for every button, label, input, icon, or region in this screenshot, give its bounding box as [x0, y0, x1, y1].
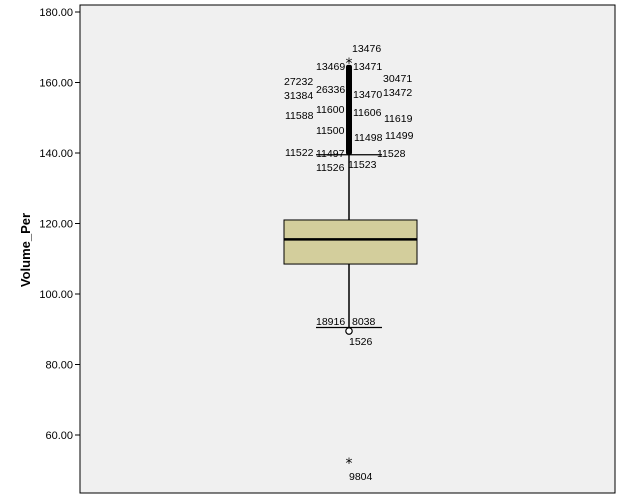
outlier-label: 11588 [285, 110, 314, 122]
y-tick-label: 160.00 [39, 78, 73, 90]
y-axis-label: Volume_Per [18, 213, 33, 287]
outlier-label: 13471 [353, 61, 382, 73]
y-tick-label: 60.00 [45, 430, 73, 442]
outlier-label: 8038 [352, 316, 376, 328]
outlier-label: 11526 [316, 162, 345, 174]
iqr-box [283, 219, 418, 265]
outlier-label: 30471 [383, 73, 412, 85]
outlier-label: 27232 [284, 76, 313, 88]
extreme-outlier-marker: * [346, 456, 353, 472]
outlier-label: 13470 [353, 89, 382, 101]
outlier-label: 11600 [316, 104, 345, 116]
y-axis: 60.00 80.00 100.00 120.00 140.00 160.00 180.00 [39, 7, 80, 442]
outlier-label: 11497 [316, 148, 345, 160]
y-tick-label: 120.00 [39, 219, 73, 231]
y-tick-label: 180.00 [39, 7, 73, 19]
outlier-marker [345, 327, 353, 335]
outlier-label: 26336 [316, 84, 345, 96]
extreme-outlier-marker: * [346, 56, 353, 72]
outlier-label: 1526 [349, 336, 373, 348]
outlier-label: 11499 [385, 130, 414, 142]
outlier-label: 11619 [384, 113, 413, 125]
outlier-label: 11498 [354, 132, 383, 144]
outlier-label: 13476 [352, 43, 381, 55]
outlier-label: 11522 [285, 147, 314, 159]
outlier-cluster [346, 64, 352, 155]
outlier-label: 31384 [284, 90, 313, 102]
outlier-label: 11528 [377, 148, 406, 160]
outlier-label: 13472 [383, 87, 412, 99]
y-tick-label: 80.00 [45, 360, 73, 372]
outlier-label: 11606 [353, 107, 382, 119]
y-tick-label: 140.00 [39, 148, 73, 160]
outlier-label: 18916 [316, 316, 345, 328]
outlier-label: 11523 [348, 159, 377, 171]
y-tick-label: 100.00 [39, 289, 73, 301]
outlier-label: 13469 [316, 61, 345, 73]
outlier-label: 9804 [349, 471, 373, 483]
outlier-label: 11500 [316, 125, 345, 137]
